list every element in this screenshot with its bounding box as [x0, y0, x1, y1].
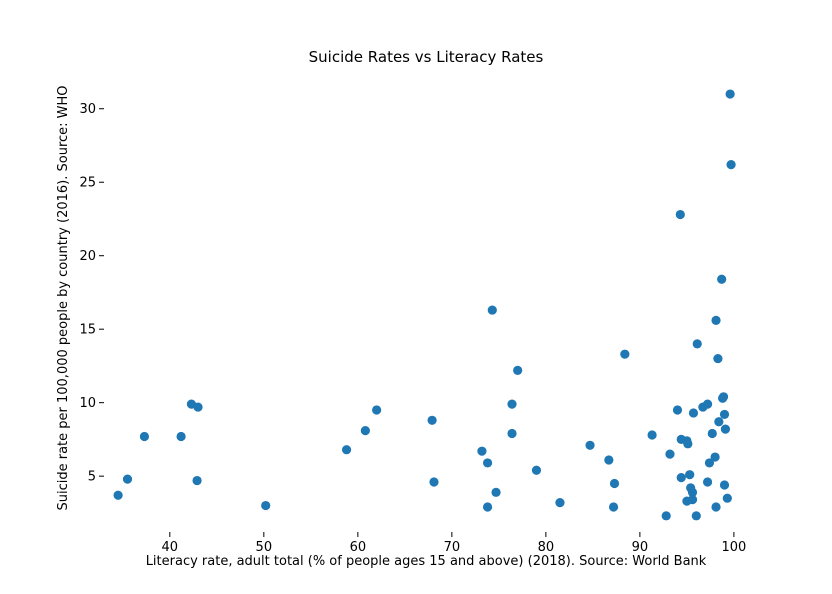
data-point — [692, 339, 702, 349]
data-point — [491, 487, 501, 497]
x-tick-label: 40 — [162, 540, 179, 555]
data-point — [711, 315, 721, 325]
x-tick-label: 80 — [538, 540, 555, 555]
data-point — [710, 452, 720, 462]
data-point — [687, 487, 698, 497]
data-point — [482, 502, 493, 512]
data-point — [113, 490, 123, 500]
data-point — [477, 446, 487, 456]
data-point — [687, 495, 698, 505]
data-point — [427, 415, 437, 425]
data-point — [507, 399, 517, 409]
data-point — [702, 399, 713, 409]
data-point — [429, 477, 439, 487]
data-point — [122, 474, 133, 484]
data-point — [707, 428, 717, 439]
data-point — [722, 493, 732, 503]
data-point — [585, 440, 595, 450]
data-point — [608, 502, 619, 512]
data-points — [113, 89, 736, 521]
data-point — [672, 405, 683, 415]
data-point — [725, 89, 735, 99]
data-point — [176, 431, 186, 442]
data-point — [139, 431, 150, 442]
y-tick-label: 20 — [79, 249, 96, 264]
data-point — [719, 480, 730, 490]
y-axis-ticks: 5 10 15 20 25 30 — [79, 102, 104, 485]
data-point — [487, 305, 497, 315]
y-tick-label: 25 — [79, 176, 96, 191]
data-point — [665, 449, 675, 459]
data-point — [647, 430, 657, 440]
x-tick-label: 60 — [350, 540, 367, 555]
y-tick-label: 10 — [79, 396, 96, 411]
data-point — [726, 159, 736, 170]
y-tick-label: 30 — [79, 102, 96, 117]
data-point — [513, 365, 523, 375]
data-point — [704, 458, 715, 468]
data-point — [360, 425, 370, 436]
data-point — [676, 473, 686, 483]
data-point — [720, 424, 731, 434]
data-point — [531, 465, 542, 475]
data-point — [507, 428, 517, 439]
data-point — [719, 409, 730, 420]
data-point — [702, 477, 713, 487]
data-point — [341, 445, 352, 455]
y-axis-label: Suicide rate per 100,000 people by count… — [56, 85, 71, 510]
data-point — [192, 475, 202, 486]
data-point — [609, 478, 620, 489]
data-point — [691, 511, 701, 521]
data-point — [604, 455, 614, 465]
x-axis-ticks: 40 50 60 70 80 90 100 — [162, 532, 746, 555]
x-axis-label: Literacy rate, adult total (% of people … — [146, 554, 707, 569]
x-tick-label: 50 — [256, 540, 273, 555]
x-tick-label: 70 — [444, 540, 461, 555]
data-point — [714, 417, 724, 427]
data-point — [675, 209, 685, 220]
data-point — [261, 500, 271, 511]
data-point — [711, 502, 721, 512]
data-point — [717, 274, 727, 284]
data-point — [718, 392, 729, 402]
data-point — [620, 349, 630, 359]
chart-title: Suicide Rates vs Literacy Rates — [309, 48, 544, 66]
data-point — [193, 402, 203, 412]
x-tick-label: 100 — [721, 540, 746, 555]
data-point — [372, 405, 382, 415]
y-tick-label: 15 — [79, 323, 96, 338]
data-point — [683, 439, 693, 449]
data-point — [688, 408, 699, 418]
data-point — [555, 498, 565, 508]
data-point — [685, 470, 695, 480]
y-tick-label: 5 — [88, 470, 96, 485]
x-tick-label: 90 — [632, 540, 649, 555]
data-point — [661, 511, 671, 521]
data-point — [482, 458, 493, 468]
data-point — [713, 353, 723, 364]
